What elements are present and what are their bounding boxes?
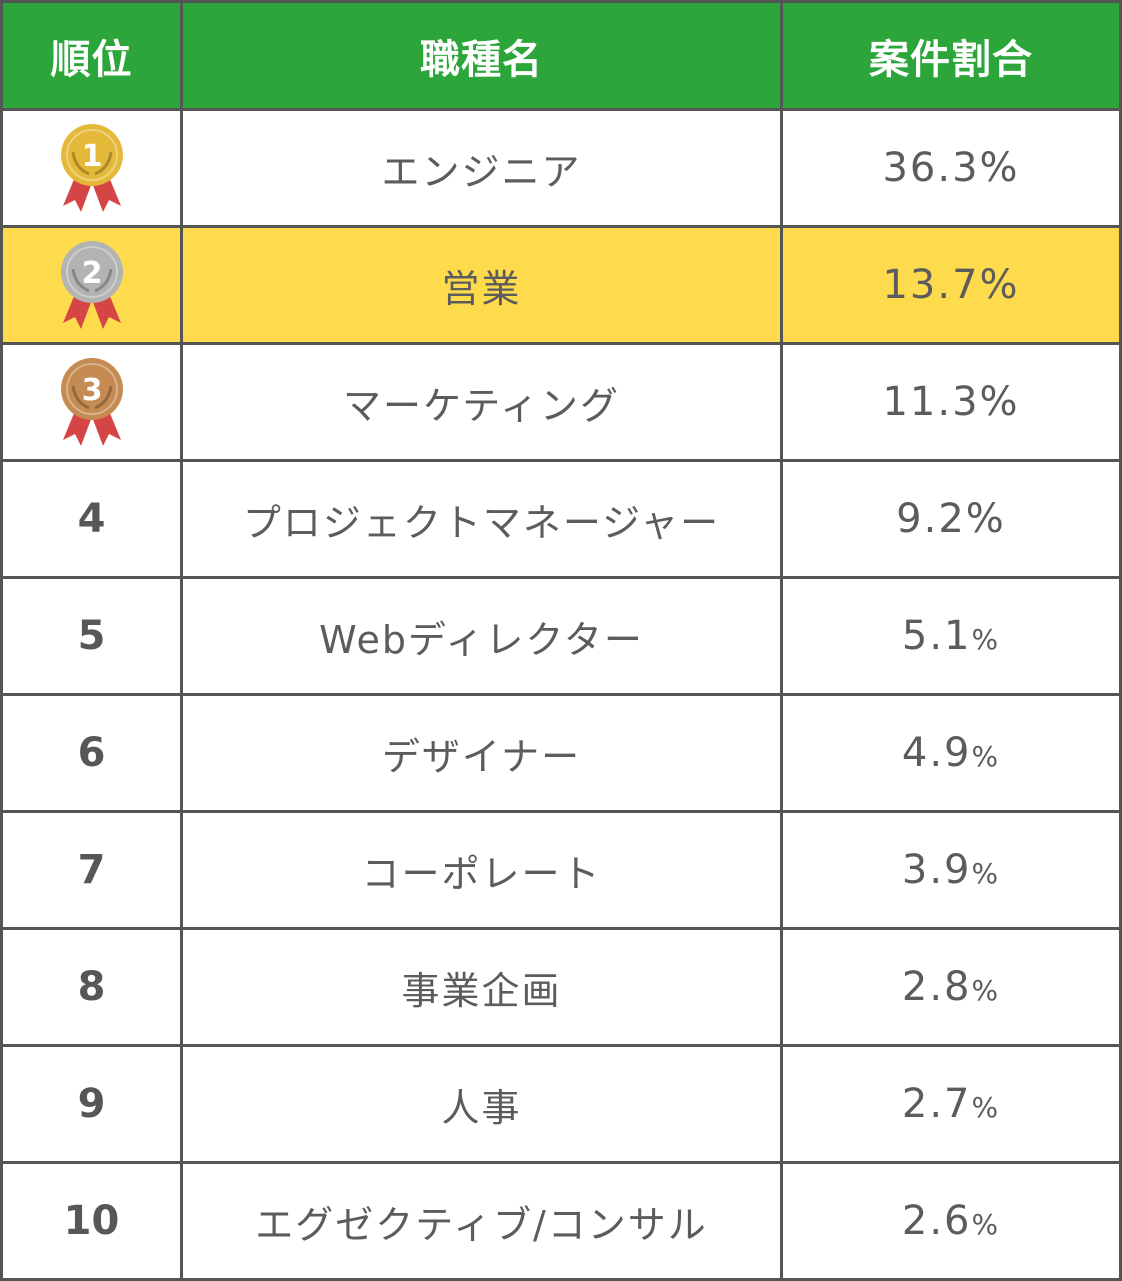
bronze-medal-icon: 3 xyxy=(60,358,123,446)
rank-cell: 1 xyxy=(3,111,180,225)
rank-number: 8 xyxy=(77,964,106,1010)
share-number: 11.3 xyxy=(882,379,980,425)
share-cell: 11.3% xyxy=(783,345,1119,459)
table-header-row: 順位 職種名 案件割合 xyxy=(3,3,1119,108)
rank-cell: 3 xyxy=(3,345,180,459)
job-name: エグゼクティブ/コンサル xyxy=(255,1202,708,1247)
share-value: 11.3% xyxy=(882,379,1019,425)
share-value: 3.9% xyxy=(902,847,1000,893)
rank-number: 10 xyxy=(63,1198,120,1244)
silver-medal-icon: 2 xyxy=(60,241,123,329)
job-cell: マーケティング xyxy=(183,345,780,459)
percent-sign: % xyxy=(979,145,1020,191)
share-number: 13.7 xyxy=(882,262,980,308)
share-cell: 2.8% xyxy=(783,930,1119,1044)
share-cell: 2.7% xyxy=(783,1047,1119,1161)
share-number: 2.7 xyxy=(901,1081,972,1127)
percent-sign: % xyxy=(971,857,1001,890)
share-number: 2.6 xyxy=(901,1198,972,1244)
share-cell: 4.9% xyxy=(783,696,1119,810)
job-cell: Webディレクター xyxy=(183,579,780,693)
table-row: 9 人事 2.7% xyxy=(3,1047,1119,1161)
rank-cell: 6 xyxy=(3,696,180,810)
rank-number: 9 xyxy=(77,1081,106,1127)
rank-cell: 7 xyxy=(3,813,180,927)
table-row: 6 デザイナー 4.9% xyxy=(3,696,1119,810)
share-value: 13.7% xyxy=(882,262,1019,308)
job-cell: プロジェクトマネージャー xyxy=(183,462,780,576)
gold-medal-icon: 1 xyxy=(60,124,123,212)
share-value: 5.1% xyxy=(902,613,1000,659)
job-name: マーケティング xyxy=(343,383,620,428)
job-name: コーポレート xyxy=(361,851,602,896)
share-cell: 2.6% xyxy=(783,1164,1119,1278)
job-name: デザイナー xyxy=(381,734,582,779)
table-row: 7 コーポレート 3.9% xyxy=(3,813,1119,927)
job-name: Webディレクター xyxy=(319,617,644,662)
header-rank: 順位 xyxy=(3,3,180,108)
share-number: 2.8 xyxy=(901,964,972,1010)
job-name: プロジェクトマネージャー xyxy=(242,500,721,545)
job-name: 営業 xyxy=(441,266,522,311)
table-row: 4 プロジェクトマネージャー 9.2% xyxy=(3,462,1119,576)
share-cell: 9.2% xyxy=(783,462,1119,576)
rank-cell: 2 xyxy=(3,228,180,342)
medal-rank-number: 2 xyxy=(81,256,102,291)
job-cell: エグゼクティブ/コンサル xyxy=(183,1164,780,1278)
share-number: 3.9 xyxy=(901,847,972,893)
rank-cell: 10 xyxy=(3,1164,180,1278)
share-cell: 3.9% xyxy=(783,813,1119,927)
percent-sign: % xyxy=(971,1091,1001,1124)
rank-cell: 8 xyxy=(3,930,180,1044)
rank-cell: 9 xyxy=(3,1047,180,1161)
percent-sign: % xyxy=(971,1208,1001,1241)
medal-rank-number: 3 xyxy=(81,373,102,408)
medal-rank-number: 1 xyxy=(81,139,102,174)
job-cell: エンジニア xyxy=(183,111,780,225)
share-cell: 13.7% xyxy=(783,228,1119,342)
rank-number: 5 xyxy=(77,613,106,659)
percent-sign: % xyxy=(971,740,1001,773)
share-value: 2.7% xyxy=(902,1081,1000,1127)
job-cell: デザイナー xyxy=(183,696,780,810)
percent-sign: % xyxy=(971,623,1001,656)
share-cell: 36.3% xyxy=(783,111,1119,225)
percent-sign: % xyxy=(965,496,1006,542)
rank-cell: 4 xyxy=(3,462,180,576)
header-share: 案件割合 xyxy=(783,3,1119,108)
percent-sign: % xyxy=(979,262,1020,308)
job-cell: 人事 xyxy=(183,1047,780,1161)
job-name: エンジニア xyxy=(381,149,582,194)
share-number: 9.2 xyxy=(896,496,966,542)
table-row: 10 エグゼクティブ/コンサル 2.6% xyxy=(3,1164,1119,1278)
share-value: 2.8% xyxy=(902,964,1000,1010)
job-name: 事業企画 xyxy=(401,968,562,1013)
share-number: 36.3 xyxy=(882,145,980,191)
job-cell: 事業企画 xyxy=(183,930,780,1044)
rank-number: 7 xyxy=(77,847,106,893)
share-number: 5.1 xyxy=(901,613,972,659)
share-value: 9.2% xyxy=(896,496,1006,542)
header-job-name: 職種名 xyxy=(183,3,780,108)
share-number: 4.9 xyxy=(901,730,972,776)
share-value: 4.9% xyxy=(902,730,1000,776)
table-row: 5 Webディレクター 5.1% xyxy=(3,579,1119,693)
percent-sign: % xyxy=(979,379,1020,425)
table-row: 1 エンジニア 36.3% xyxy=(3,111,1119,225)
percent-sign: % xyxy=(971,974,1001,1007)
job-cell: 営業 xyxy=(183,228,780,342)
job-name: 人事 xyxy=(441,1085,522,1130)
job-cell: コーポレート xyxy=(183,813,780,927)
table-row: 3 マーケティング 11.3% xyxy=(3,345,1119,459)
rank-cell: 5 xyxy=(3,579,180,693)
share-value: 36.3% xyxy=(882,145,1019,191)
share-value: 2.6% xyxy=(902,1198,1000,1244)
table-row: 8 事業企画 2.8% xyxy=(3,930,1119,1044)
rank-number: 4 xyxy=(77,496,106,542)
table-row: 2 営業 13.7% xyxy=(3,228,1119,342)
rank-number: 6 xyxy=(77,730,106,776)
share-cell: 5.1% xyxy=(783,579,1119,693)
